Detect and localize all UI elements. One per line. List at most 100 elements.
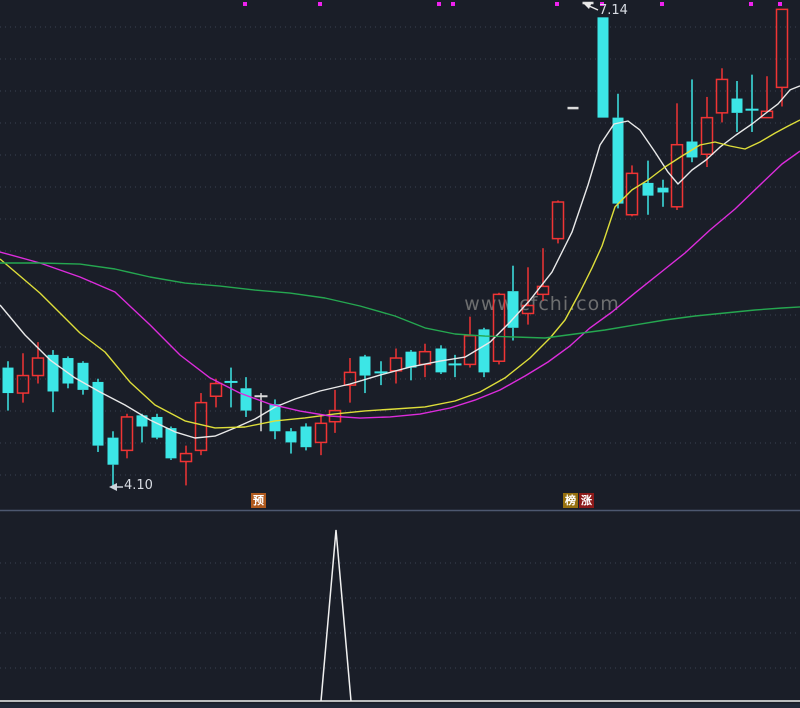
candle-body-hollow [715, 78, 729, 114]
marker-dots [243, 2, 782, 6]
candle-body-solid [2, 367, 14, 394]
candle[interactable] [745, 74, 759, 132]
candle-body-solid [507, 291, 519, 328]
candle[interactable] [521, 267, 535, 325]
candle[interactable] [625, 165, 639, 217]
candle-body-solid [642, 182, 654, 196]
limit-up-marker-dot [778, 2, 782, 6]
candle[interactable] [92, 378, 104, 452]
candle[interactable] [269, 399, 281, 440]
candle[interactable] [47, 350, 59, 413]
candle-body-solid [62, 358, 74, 384]
candle[interactable] [775, 8, 789, 107]
candle[interactable] [760, 76, 774, 119]
candle-body-hollow [670, 143, 684, 208]
candle[interactable] [254, 393, 268, 432]
candle[interactable] [731, 81, 743, 132]
limit-up-marker-dot [600, 2, 604, 6]
candle[interactable] [597, 17, 609, 118]
ma-lines [0, 85, 800, 439]
candle-body-solid [269, 404, 281, 432]
lowest-price-label: 4.10 [124, 478, 153, 493]
candle[interactable] [359, 354, 371, 394]
site-watermark: www.cfchi.com [464, 293, 620, 315]
candle[interactable] [343, 358, 357, 403]
candle[interactable] [612, 93, 624, 209]
signal-spike [320, 529, 352, 702]
ma-yellow-line [0, 119, 800, 429]
candle[interactable] [151, 413, 163, 440]
candle-body-solid [107, 437, 119, 465]
candle-body-solid [47, 354, 59, 392]
signal-panel[interactable] [0, 509, 800, 708]
limit-up-marker-dot [318, 2, 322, 6]
high-arrow-head-icon [583, 2, 592, 9]
candle[interactable] [657, 179, 669, 207]
limit-up-marker-dot [660, 2, 664, 6]
candle-body-hollow [551, 201, 565, 240]
candle-body-hollow [492, 293, 506, 362]
candle[interactable] [418, 343, 432, 378]
signal-tag-bang[interactable]: 榜 [563, 493, 578, 508]
candle-body-hollow [16, 374, 30, 394]
candle[interactable] [715, 68, 729, 123]
candle[interactable] [374, 361, 388, 386]
ma-magenta-line [0, 150, 800, 419]
candle[interactable] [551, 200, 565, 244]
limit-up-marker-dot [749, 2, 753, 6]
candle-body-hollow [389, 357, 403, 372]
candle[interactable] [179, 445, 193, 486]
limit-up-marker-dot [555, 2, 559, 6]
candle-body-solid [240, 388, 252, 411]
signal-tag-yu[interactable]: 预 [251, 493, 266, 508]
candle[interactable] [300, 423, 312, 451]
candle[interactable] [478, 327, 490, 378]
candle[interactable] [463, 316, 477, 368]
candle-body-solid [300, 426, 312, 448]
candle-body-hollow [418, 350, 432, 366]
ma-white-line [0, 85, 800, 439]
bottom-strip [0, 703, 800, 708]
candle[interactable] [2, 361, 14, 411]
candle[interactable] [285, 428, 297, 454]
candle[interactable] [536, 248, 550, 301]
candle[interactable] [107, 431, 119, 487]
candle-body-solid [359, 356, 371, 376]
low-arrow-head-icon [109, 483, 117, 491]
candle[interactable] [31, 342, 45, 384]
signal-tag-zhang[interactable]: 涨 [579, 493, 594, 508]
candle-body-hollow [760, 110, 774, 119]
candle[interactable] [314, 415, 328, 456]
candle-body-solid [77, 362, 89, 390]
main-panel-gridlines [0, 26, 800, 476]
candle[interactable] [224, 367, 238, 408]
candle-body-solid [597, 17, 609, 118]
candle-body-hollow [31, 357, 45, 377]
candle[interactable] [389, 348, 403, 384]
candles[interactable] [2, 1, 789, 487]
candle-body-solid [731, 98, 743, 113]
limit-up-marker-dot [451, 2, 455, 6]
candle[interactable] [165, 426, 177, 460]
candle[interactable] [405, 350, 417, 381]
candle[interactable] [642, 160, 654, 215]
candle[interactable] [16, 353, 30, 403]
candle-body-hollow [775, 8, 789, 89]
highest-price-label: 7.14 [599, 3, 628, 18]
candle-body-solid [165, 428, 177, 459]
candle[interactable] [62, 356, 74, 389]
candle[interactable] [120, 413, 134, 459]
limit-up-marker-dot [437, 2, 441, 6]
annotation-arrows [109, 2, 599, 491]
candle-body-hollow [209, 382, 223, 397]
candle[interactable] [700, 96, 714, 167]
candle-body-solid [478, 329, 490, 373]
candle-body-solid [405, 351, 417, 368]
candle[interactable] [77, 361, 89, 395]
candle[interactable] [507, 265, 519, 341]
candle-body-hollow [120, 416, 134, 452]
candle-body-solid [151, 416, 163, 438]
candle[interactable] [240, 377, 252, 417]
